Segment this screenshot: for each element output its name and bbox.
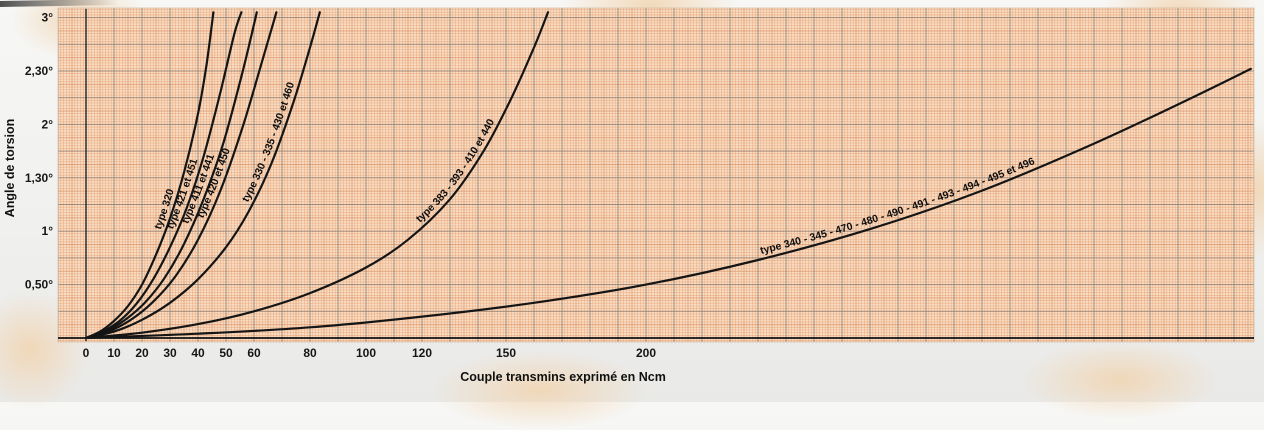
curve-type-421-et-451: [84, 11, 243, 340]
x-tick-label-10: 10: [107, 346, 121, 360]
graph-paper: [57, 7, 1255, 343]
curve-type-420-et-450: [84, 11, 278, 340]
y-tick-label-1: 1°: [42, 224, 54, 238]
curve-type-411-et-441: [84, 11, 258, 340]
y-tick-label-3: 3°: [42, 11, 54, 25]
x-tick-labels: 0 10 20 30 40 50 60 80 100 120 150 200: [83, 346, 657, 360]
x-tick-label-150: 150: [496, 346, 516, 360]
curve-type-383-393-410-et-440: [84, 11, 550, 340]
x-tick-label-100: 100: [356, 346, 376, 360]
curve-type-330-335-430-et-460: [84, 11, 321, 340]
x-tick-label-40: 40: [191, 346, 205, 360]
x-tick-label-0: 0: [83, 346, 90, 360]
curve-type-320: [84, 11, 215, 340]
curve-type-340-345-470-480-490-491-493-494-495-et-496: [84, 67, 1252, 340]
axes: [58, 9, 1254, 341]
x-tick-label-60: 60: [247, 346, 261, 360]
y-tick-label-1.5: 1,30°: [25, 171, 53, 185]
x-axis-title: Couple transmins exprimé en Ncm: [460, 370, 666, 384]
y-tick-label-0.5: 0,50°: [25, 278, 53, 292]
x-tick-label-200: 200: [636, 346, 656, 360]
curves: [84, 11, 1252, 340]
y-tick-label-2.5: 2,30°: [25, 64, 53, 78]
x-tick-label-120: 120: [412, 346, 432, 360]
y-tick-label-2: 2°: [42, 117, 54, 131]
x-tick-label-80: 80: [303, 346, 317, 360]
x-tick-label-50: 50: [219, 346, 233, 360]
x-tick-label-30: 30: [163, 346, 177, 360]
y-tick-labels: 3° 2,30° 2° 1,30° 1° 0,50°: [25, 11, 53, 292]
x-tick-label-20: 20: [135, 346, 149, 360]
y-axis-title: Angle de torsion: [3, 119, 17, 218]
